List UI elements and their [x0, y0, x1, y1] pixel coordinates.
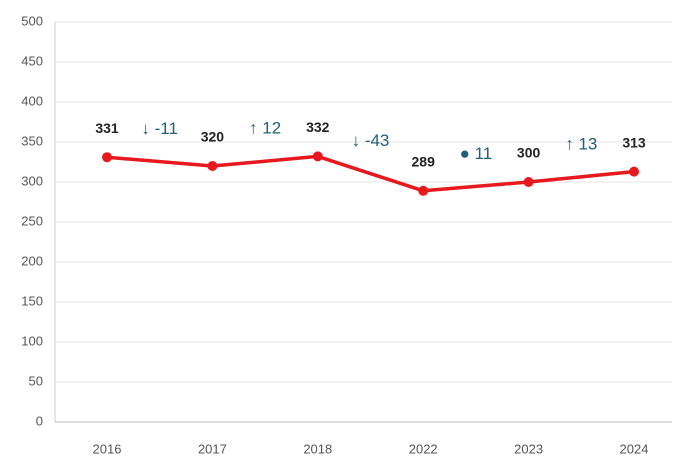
data-label: 300 [517, 145, 541, 161]
annotation: ↑ 12 [249, 119, 281, 138]
annotation: ↓ -43 [352, 131, 390, 150]
y-tick-label: 250 [21, 213, 43, 228]
point [207, 161, 218, 171]
data-label: 289 [412, 154, 436, 170]
y-tick-label: 200 [21, 253, 43, 268]
point [629, 166, 639, 177]
line [106, 154, 635, 193]
y-tick-label: 350 [21, 133, 43, 148]
x-tick-label: 2018 [303, 441, 332, 456]
y-tick-label: 450 [21, 53, 43, 68]
data-label: 313 [622, 134, 646, 150]
x-tick-label: 2016 [93, 441, 122, 456]
y-tick-label: 400 [21, 93, 43, 108]
annotation: ↓ -11 [141, 119, 178, 138]
x-tick-label: 2023 [514, 441, 543, 456]
y-tick-label: 150 [21, 293, 43, 308]
point [312, 151, 323, 162]
data-label: 332 [306, 119, 330, 135]
y-tick-label: 0 [36, 413, 43, 428]
point [418, 185, 429, 196]
annotation: ↑ 13 [565, 134, 597, 153]
y-tick-label: 100 [21, 333, 43, 348]
annotation: ● 11 [460, 144, 493, 163]
x-tick-label: 2022 [409, 441, 438, 456]
y-tick-label: 50 [29, 373, 43, 388]
point [523, 177, 534, 187]
x-tick-label: 2024 [620, 441, 649, 456]
y-tick-label: 300 [21, 173, 43, 188]
x-tick-label: 2017 [198, 441, 227, 456]
data-label: 331 [95, 120, 119, 136]
y-tick-label: 500 [21, 13, 43, 28]
point [102, 152, 112, 163]
data-label: 320 [201, 129, 225, 145]
